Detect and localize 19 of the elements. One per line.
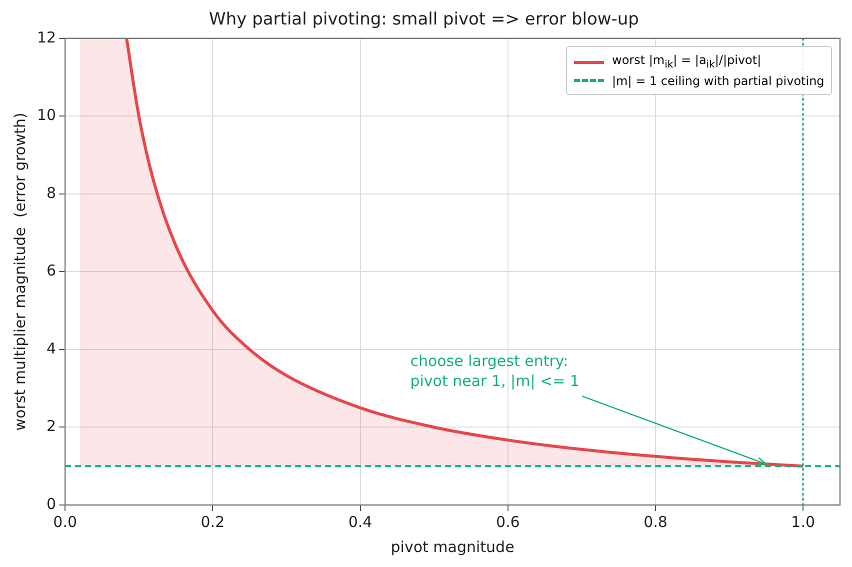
- chart-title: Why partial pivoting: small pivot => error blow-up: [209, 10, 639, 30]
- legend-label: worst |m$_{ik}$| = |a$_{ik}$|/|pivot|: [612, 53, 762, 71]
- y-tick-label: 8: [46, 184, 56, 202]
- x-tick-label: 0.4: [348, 512, 372, 531]
- legend-label: |m| = 1 ceiling with partial pivoting: [612, 74, 824, 88]
- y-tick-label: 6: [46, 262, 56, 280]
- x-tick-label: 0.8: [644, 512, 668, 531]
- y-tick-label: 0: [46, 494, 56, 513]
- x-tick-label: 1.0: [791, 512, 816, 531]
- y-axis-title: worst multiplier magnitude (error growth): [10, 112, 29, 431]
- x-axis-title: pivot magnitude: [390, 538, 514, 556]
- x-tick-label: 0.6: [496, 512, 520, 531]
- y-tick-label: 10: [36, 106, 56, 124]
- y-tick-label: 12: [36, 28, 56, 46]
- annotation: choose largest entry: pivot near 1, |m| <= 1: [410, 352, 580, 390]
- x-tick-label: 0.0: [53, 512, 78, 531]
- y-tick-label: 2: [46, 417, 56, 436]
- x-tick-label: 0.2: [200, 512, 225, 531]
- y-tick-label: 4: [46, 339, 56, 358]
